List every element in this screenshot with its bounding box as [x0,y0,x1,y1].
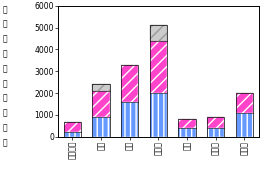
Bar [178,119,196,128]
Text: 報: 報 [3,108,8,117]
Bar [207,128,224,137]
Bar [121,65,138,137]
Bar [150,25,167,137]
Text: 準: 準 [3,20,8,29]
Text: 標: 標 [3,5,8,14]
Bar [207,117,224,128]
Bar [150,41,167,93]
Bar [178,119,196,137]
Bar [236,93,253,137]
Bar [64,132,81,137]
Text: た: た [3,79,8,88]
Text: 告: 告 [3,123,8,132]
Bar [92,84,110,137]
Bar [207,117,224,137]
Bar [92,84,110,91]
Bar [64,122,81,137]
Bar [64,122,81,132]
Text: 数: 数 [3,138,8,147]
Bar [150,93,167,137]
Bar [121,102,138,137]
Bar [121,65,138,102]
Bar [178,128,196,137]
Bar [92,117,110,137]
Bar [92,91,110,117]
Text: 点: 点 [3,49,8,58]
Bar [236,93,253,113]
Bar [150,25,167,41]
Text: り: り [3,94,8,103]
Bar [236,113,253,137]
Text: 当: 当 [3,64,8,73]
Text: 定: 定 [3,35,8,44]
